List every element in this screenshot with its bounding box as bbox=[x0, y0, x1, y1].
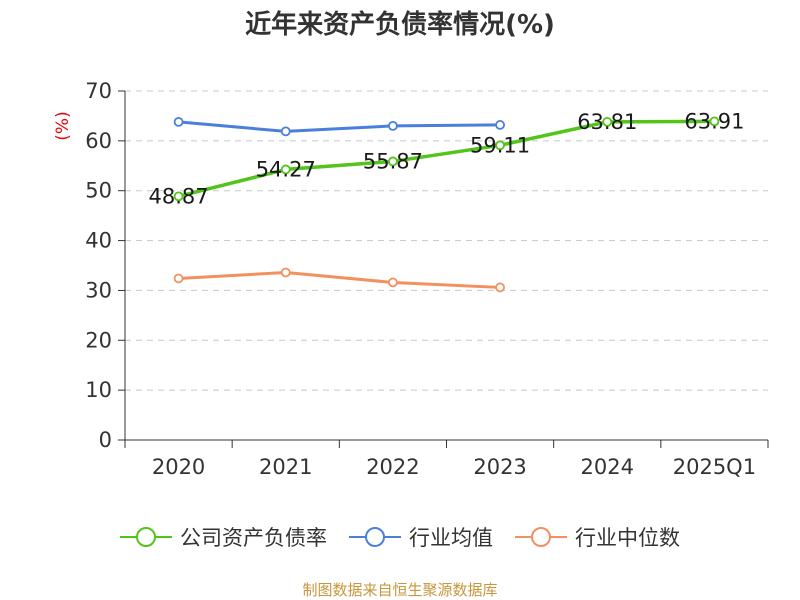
data-label: 63.81 bbox=[577, 110, 637, 134]
data-label: 48.87 bbox=[149, 184, 209, 208]
data-point bbox=[602, 116, 613, 127]
y-tick-label: 0 bbox=[99, 428, 112, 452]
x-tick-label: 2022 bbox=[366, 455, 419, 479]
y-axis-unit-label: (%) bbox=[53, 111, 73, 140]
chart-title: 近年来资产负债率情况(%) bbox=[245, 10, 555, 40]
data-point bbox=[495, 140, 505, 151]
legend-marker bbox=[349, 527, 401, 547]
legend-circle bbox=[365, 527, 385, 547]
series bbox=[173, 116, 720, 293]
data-label: 63.91 bbox=[684, 109, 744, 133]
data-point bbox=[388, 277, 398, 288]
legend-item[interactable]: 行业均值 bbox=[349, 522, 493, 552]
x-tick-label: 2020 bbox=[152, 455, 205, 479]
legend-label: 行业中位数 bbox=[575, 526, 680, 550]
grid-lines bbox=[125, 90, 768, 391]
data-point bbox=[173, 191, 184, 202]
data-point bbox=[495, 120, 505, 130]
legend-circle bbox=[531, 527, 551, 547]
y-tick-label: 60 bbox=[85, 129, 112, 153]
data-label: 55.87 bbox=[363, 149, 423, 173]
axes: 0 10 20 30 40 50 60 70 2020 2021 2022 2023 2024 2025Q… bbox=[85, 79, 769, 479]
legend-label: 公司资产负债率 bbox=[180, 526, 327, 550]
y-tick-label: 40 bbox=[85, 229, 112, 253]
data-point bbox=[495, 282, 505, 293]
data-point bbox=[388, 121, 398, 131]
data-point bbox=[709, 116, 720, 127]
legend-item[interactable]: 行业中位数 bbox=[515, 522, 680, 552]
y-tick-label: 50 bbox=[85, 179, 112, 203]
x-tick-label: 2021 bbox=[259, 455, 312, 479]
y-tick-label: 20 bbox=[85, 328, 112, 352]
legend-circle bbox=[136, 527, 156, 547]
data-point bbox=[280, 164, 291, 175]
series-line bbox=[178, 119, 715, 199]
y-tick-label: 10 bbox=[85, 378, 112, 402]
series-line bbox=[178, 120, 501, 133]
x-tick-label: 2024 bbox=[581, 455, 634, 479]
legend-item[interactable]: 公司资产负债率 bbox=[120, 522, 327, 552]
series-line bbox=[178, 270, 501, 289]
legend-marker bbox=[120, 527, 172, 547]
y-tick-label: 30 bbox=[85, 278, 112, 302]
data-label: 54.27 bbox=[256, 157, 316, 181]
legend-label: 行业均值 bbox=[409, 526, 493, 550]
data-point bbox=[388, 156, 398, 167]
data-point bbox=[280, 126, 291, 137]
legend-marker bbox=[515, 527, 567, 547]
y-tick-label: 70 bbox=[85, 79, 112, 103]
data-label: 59.11 bbox=[470, 133, 530, 157]
data-labels: 48.87 54.27 55.87 59.11 63.81 63.91 bbox=[149, 109, 745, 208]
legend: 公司资产负债率 行业均值 行业中位数 bbox=[0, 520, 800, 554]
source-note: 制图数据来自恒生聚源数据库 bbox=[302, 581, 498, 599]
data-point bbox=[173, 273, 184, 284]
x-tick-label: 2023 bbox=[473, 455, 526, 479]
data-point bbox=[173, 117, 184, 127]
data-point bbox=[280, 267, 291, 278]
x-tick-label: 2025Q1 bbox=[673, 455, 756, 479]
